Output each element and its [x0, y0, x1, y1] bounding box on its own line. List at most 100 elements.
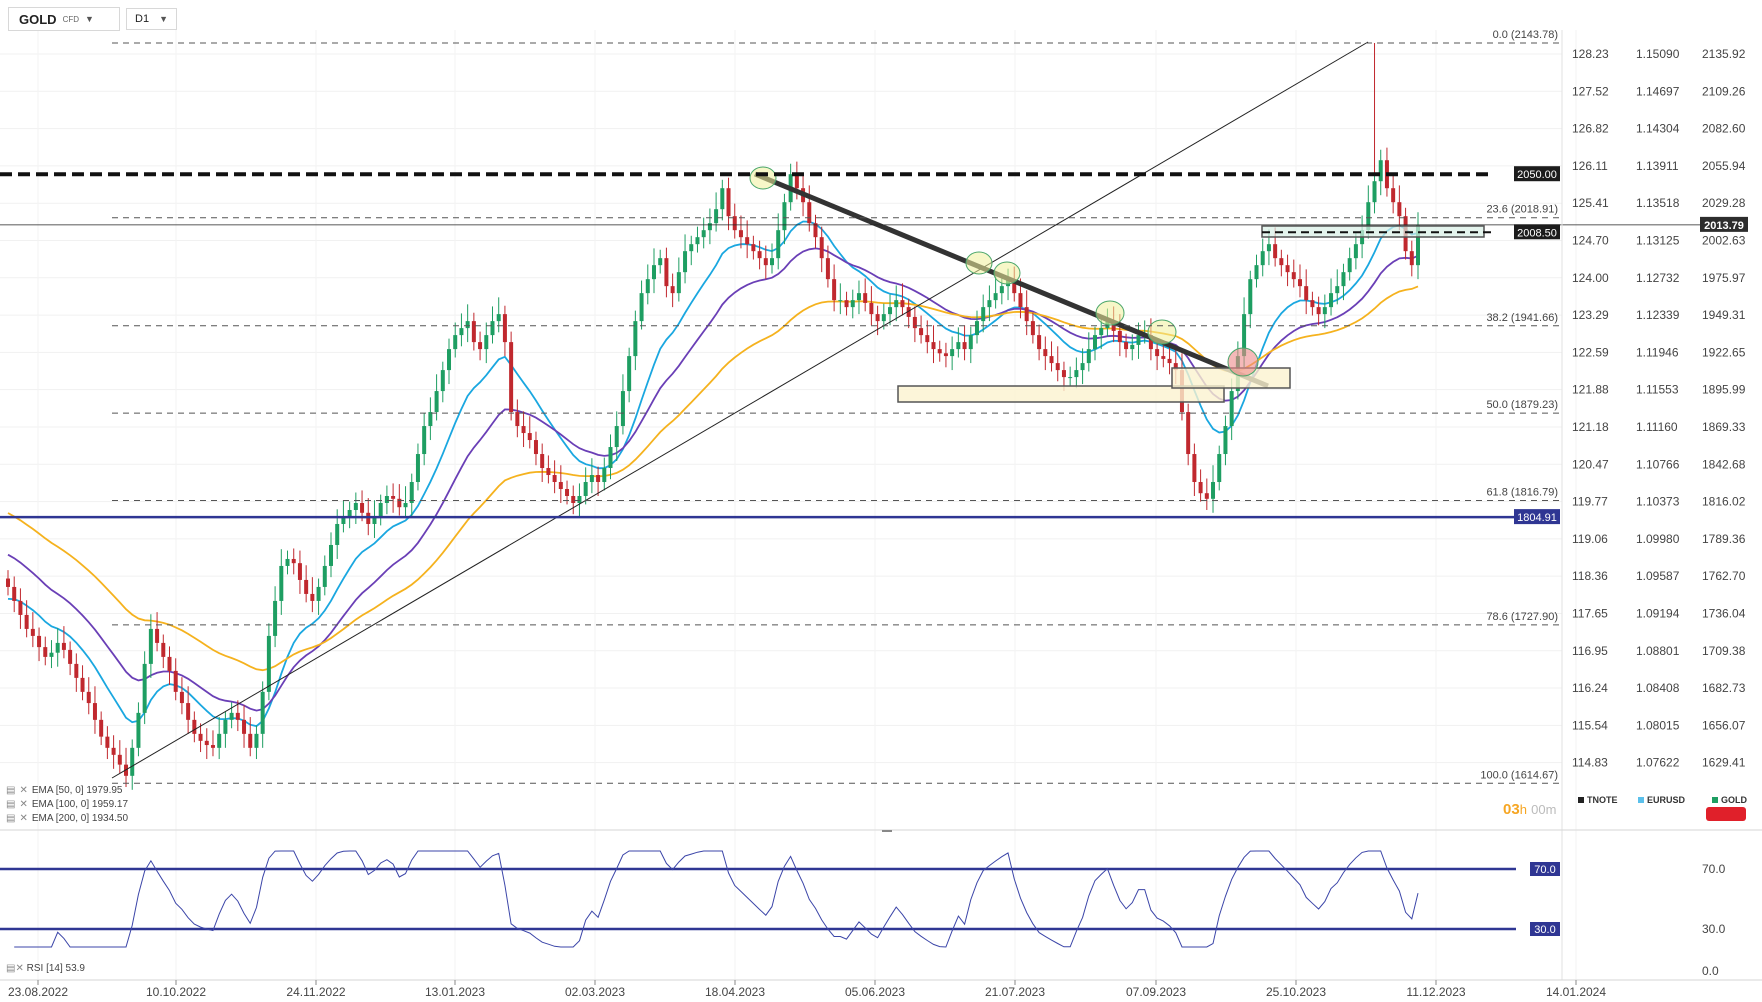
candle [943, 342, 948, 368]
candle [919, 315, 924, 344]
time-axis-tick: 18.04.2023 [705, 985, 765, 999]
close-icon[interactable]: ✕ [15, 963, 24, 974]
close-icon[interactable]: ✕ [19, 785, 28, 796]
candle [900, 283, 905, 316]
gold-axis-tick: 1789.36 [1702, 532, 1746, 546]
candle [558, 465, 563, 503]
settings-icon[interactable]: ▤ [6, 799, 16, 810]
candle [223, 711, 228, 748]
candle [186, 686, 191, 734]
candle [962, 325, 967, 361]
ascending-trendline[interactable] [111, 41, 1369, 779]
indicator-ema100[interactable]: ▤ ✕ EMA [100, 0] 1959.17 [6, 799, 129, 810]
gold-axis-tick: 1922.65 [1702, 345, 1746, 359]
indicator-ema50[interactable]: ▤ ✕ EMA [50, 0] 1979.95 [6, 785, 123, 796]
candle [993, 276, 998, 309]
gold-axis-tick: 1682.73 [1702, 681, 1746, 695]
fibonacci-levels: 0.0 (2143.78) 23.6 (2018.91) 38.2 (1941.66… [112, 29, 1560, 784]
candle [1335, 269, 1340, 305]
legend-tnote[interactable]: TNOTE [1578, 795, 1618, 805]
eurusd-axis-tick: 1.14304 [1636, 122, 1680, 136]
candle [776, 213, 781, 270]
candle [1416, 212, 1420, 280]
candle [509, 331, 514, 421]
indicator-ema200[interactable]: ▤ ✕ EMA [200, 0] 1934.50 [6, 813, 129, 824]
tnote-axis-tick: 114.83 [1572, 756, 1608, 770]
gold-axis-tick: 2002.63 [1702, 233, 1746, 247]
candle [484, 322, 489, 364]
eurusd-axis-tick: 1.13518 [1636, 196, 1680, 210]
candle [49, 640, 54, 669]
touch-point-1[interactable] [749, 166, 777, 190]
rsi-legend[interactable]: ▤✕ RSI [14] 53.9 [6, 963, 85, 974]
candle [931, 325, 936, 364]
candle [1217, 445, 1222, 491]
level-tag-label: 1804.91 [1517, 512, 1557, 524]
close-icon[interactable]: ✕ [19, 799, 28, 810]
candle [68, 641, 73, 676]
candle [173, 658, 178, 701]
settings-icon[interactable]: ▤ [6, 813, 16, 824]
candle [217, 717, 222, 760]
chevron-down-icon: ▼ [159, 14, 168, 24]
close-icon[interactable]: ✕ [19, 813, 28, 824]
candle [372, 500, 377, 538]
tnote-axis-tick: 126.11 [1572, 159, 1608, 173]
candle [1074, 357, 1079, 389]
touch-point-4[interactable] [1095, 300, 1125, 326]
candle [521, 411, 526, 448]
touch-point-5[interactable] [1147, 319, 1177, 345]
candle [403, 486, 408, 519]
tnote-axis-tick: 128.23 [1572, 47, 1609, 61]
indicator-legend: ▤ ✕ EMA [50, 0] 1979.95 ▤ ✕ EMA [100, 0] 195… [6, 784, 128, 826]
candle [602, 457, 607, 491]
candle [869, 286, 874, 326]
time-axis: 23.08.2022 10.10.2022 24.11.2022 13.01.2023… [8, 980, 1606, 999]
candle [304, 565, 309, 603]
legend-gold[interactable]: GOLD [1712, 795, 1747, 805]
rsi-axis-tick: 30.0 [1702, 922, 1726, 936]
tnote-axis-tick: 123.29 [1572, 308, 1609, 322]
breakout-point[interactable] [1227, 347, 1259, 377]
candle [130, 739, 135, 790]
candle [1372, 172, 1377, 214]
main-plot-area[interactable] [0, 30, 1562, 830]
candle [142, 651, 147, 725]
candle [1310, 291, 1315, 316]
touch-point-2[interactable] [965, 251, 993, 275]
gold-axis-tick: 1975.97 [1702, 271, 1746, 285]
settings-icon[interactable]: ▤ [6, 963, 16, 974]
tnote-axis-tick: 119.77 [1572, 495, 1608, 509]
candle [43, 636, 48, 666]
alert-button[interactable] [1706, 807, 1746, 821]
candle [732, 203, 737, 239]
fib-label: 61.8 (1816.79) [1486, 486, 1558, 498]
candle [273, 586, 278, 648]
candle [633, 310, 638, 371]
symbol-selector[interactable]: GOLD CFD ▼ [8, 7, 120, 31]
candle [229, 702, 234, 729]
rsi-line[interactable] [14, 850, 1419, 948]
candle [1322, 294, 1327, 329]
candle [838, 283, 843, 315]
candle [1192, 443, 1197, 497]
time-axis-tick: 13.01.2023 [425, 985, 485, 999]
candles [6, 43, 1420, 790]
gold-axis-tick: 1656.07 [1702, 718, 1746, 732]
candle [583, 467, 588, 505]
toolbar: GOLD CFD ▼ D1 ▼ [8, 6, 177, 32]
timeframe-selector[interactable]: D1 ▼ [126, 8, 177, 30]
support-zone-1[interactable] [897, 385, 1225, 403]
candle [1316, 296, 1321, 326]
candle [397, 484, 402, 516]
tnote-axis-tick: 122.59 [1572, 345, 1609, 359]
eurusd-axis-tick: 1.08801 [1636, 644, 1680, 658]
settings-icon[interactable]: ▤ [6, 785, 16, 796]
time-axis-tick: 21.07.2023 [985, 985, 1045, 999]
ema200-line[interactable] [7, 285, 1419, 672]
eurusd-axis-tick: 1.08015 [1636, 718, 1680, 732]
candle [235, 700, 240, 732]
candle [155, 612, 160, 652]
touch-point-3[interactable] [993, 261, 1021, 285]
legend-eurusd[interactable]: EURUSD [1638, 795, 1685, 805]
